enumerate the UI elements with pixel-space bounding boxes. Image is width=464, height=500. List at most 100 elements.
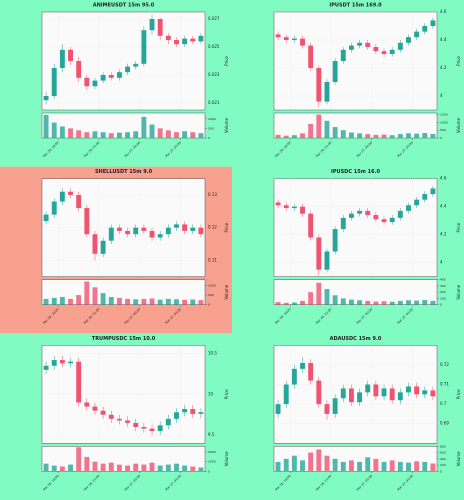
volume-bar	[190, 466, 196, 472]
candle-body	[340, 388, 346, 399]
volume-bar	[308, 123, 314, 138]
candle-body	[68, 191, 73, 195]
chart-title: TRUMPUSDC 15m 10.0	[92, 336, 156, 342]
candle-body	[165, 418, 171, 426]
volume-bar	[308, 452, 314, 472]
volume-bar	[141, 116, 147, 138]
volume-bar	[190, 132, 196, 138]
volume-bar	[43, 463, 49, 472]
candle-body	[59, 191, 65, 202]
candle-body	[308, 45, 314, 68]
volume-bar	[430, 300, 436, 305]
volume-bar	[397, 461, 403, 472]
candle-body	[381, 219, 387, 223]
candle-body	[397, 210, 403, 218]
candle-body	[300, 206, 305, 214]
candle-body	[332, 398, 338, 414]
candle-body	[51, 68, 57, 96]
volume-axis-label: Volume	[224, 284, 229, 299]
candle-body	[275, 34, 281, 38]
volume-bar	[133, 299, 139, 305]
y-axis-label: Price	[456, 222, 461, 232]
candle-body	[149, 230, 155, 238]
volume-bar	[291, 135, 297, 138]
y-tick-label: 0.021	[208, 100, 220, 105]
volume-tick-label: 500	[440, 128, 446, 132]
volume-panel	[273, 279, 438, 305]
y-tick-label: 0.025	[208, 44, 220, 49]
candle-body	[149, 19, 155, 31]
y-tick-label: 4.2	[440, 65, 447, 70]
candle-body	[414, 31, 420, 38]
candle-body	[291, 38, 297, 40]
candle-body	[157, 234, 163, 238]
candle-body	[422, 390, 428, 395]
candle-body	[283, 37, 289, 40]
volume-bar	[365, 457, 371, 472]
volume-bar	[141, 298, 147, 305]
volume-bar	[125, 298, 131, 305]
volume-bar	[275, 461, 281, 472]
candle-body	[43, 214, 49, 222]
volume-bar	[59, 296, 65, 305]
volume-bar	[165, 464, 171, 472]
volume-bar	[100, 132, 106, 138]
volume-bar	[68, 298, 73, 305]
candle-body	[430, 188, 436, 195]
volume-bar	[422, 133, 428, 138]
candle-body	[283, 205, 289, 209]
volume-bar	[125, 132, 131, 138]
volume-bar	[332, 458, 338, 472]
volume-bar	[316, 282, 322, 305]
volume-bar	[108, 133, 114, 138]
y-tick-label: 4	[440, 260, 443, 265]
volume-bar	[406, 462, 411, 472]
volume-bar	[283, 135, 289, 138]
volume-bar	[92, 461, 98, 472]
price-panel	[273, 11, 438, 111]
y-tick-label: 4.4	[440, 37, 447, 42]
volume-bar	[108, 462, 114, 472]
volume-bar	[340, 130, 346, 138]
volume-bar	[190, 299, 196, 305]
volume-bar	[389, 135, 395, 138]
volume-bar	[373, 301, 379, 305]
volume-bar	[59, 126, 65, 138]
volume-tick-label: 1000	[440, 120, 448, 124]
volume-bar	[340, 461, 346, 472]
candle-body	[406, 205, 411, 211]
candle-body	[373, 384, 379, 397]
volume-bar	[68, 464, 73, 472]
volume-bar	[300, 460, 305, 472]
volume-bar	[357, 300, 363, 305]
candle-body	[373, 215, 379, 220]
volume-tick-label: 0	[208, 303, 210, 307]
candle-body	[108, 75, 114, 78]
candle-body	[300, 362, 305, 369]
candle-body	[340, 49, 346, 61]
volume-bar	[348, 132, 354, 138]
volume-bar	[165, 298, 171, 305]
volume-panel	[41, 112, 206, 139]
candle-body	[133, 422, 139, 427]
candle-body	[165, 35, 171, 40]
volume-tick-label: 400	[440, 278, 446, 282]
candle-body	[275, 202, 281, 206]
y-axis-label: Price	[224, 389, 229, 399]
volume-bar	[133, 463, 139, 472]
volume-bar	[116, 132, 122, 138]
price-panel	[273, 345, 438, 444]
volume-bar	[182, 131, 188, 138]
volume-bar	[308, 292, 314, 305]
y-tick-label: 10	[208, 391, 214, 396]
price-panel	[273, 178, 438, 277]
volume-bar	[174, 299, 179, 305]
volume-tick-label: 1000	[208, 460, 216, 464]
volume-axis-label: Volume	[456, 118, 461, 133]
candle-body	[332, 229, 338, 252]
y-axis-label: Price	[456, 389, 461, 399]
candle-body	[275, 404, 281, 414]
candle-body	[43, 96, 49, 101]
y-tick-label: 0.11	[208, 257, 217, 262]
candle-body	[365, 42, 371, 47]
